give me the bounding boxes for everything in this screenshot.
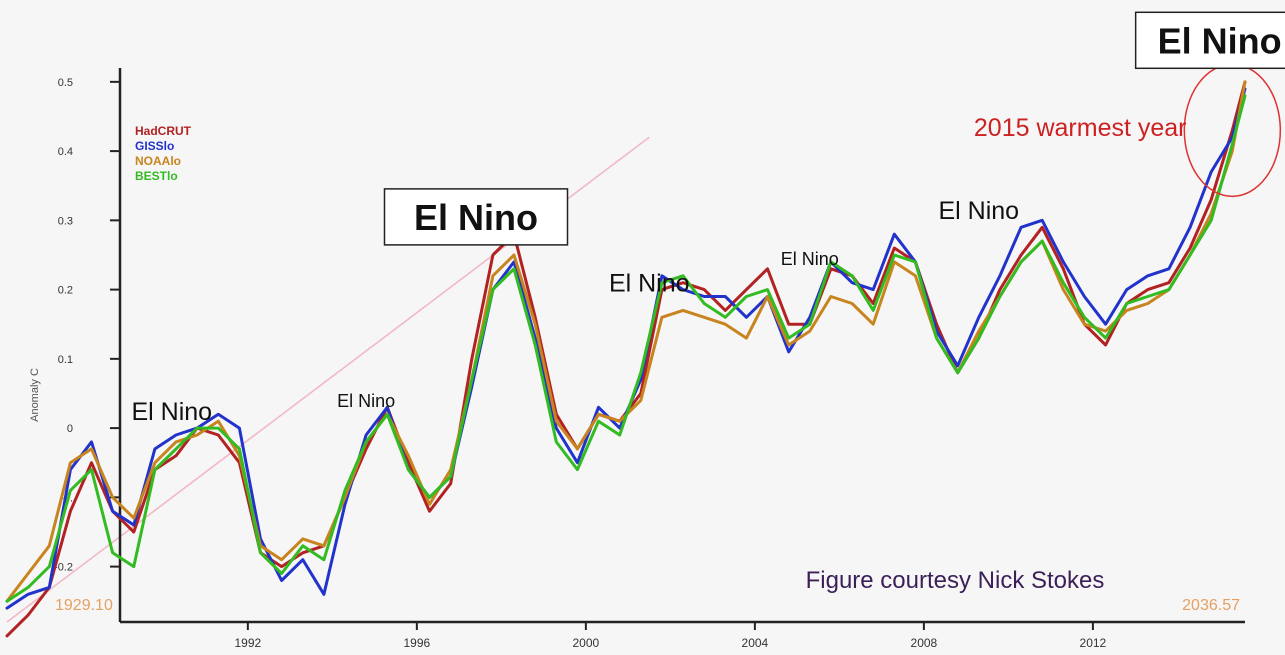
el-nino-label: El Nino	[781, 249, 839, 269]
x-tick-label: 2000	[573, 636, 600, 650]
el-nino-label: El Nino	[131, 398, 212, 426]
legend-item-gisslo: GISSlo	[135, 139, 174, 153]
credit-text: Figure courtesy Nick Stokes	[806, 567, 1105, 594]
series-line-hadcrut	[5, 80, 1247, 638]
legend-item-bestlo: BESTlo	[135, 169, 178, 183]
el-nino-label: El Nino	[337, 391, 395, 411]
y-tick-label: 0.5	[58, 77, 73, 89]
trend-layer: 1929.10 2036.57	[6, 136, 1240, 623]
y-axis-label: Anomaly C	[29, 368, 41, 422]
axes	[118, 68, 1245, 624]
el-nino-label: El Nino	[414, 197, 538, 238]
y-tick-label: 0.4	[58, 146, 73, 158]
series-line-gisslo	[5, 87, 1247, 610]
warmest-year-label: 2015 warmest year	[974, 114, 1187, 142]
x-tick-label: 1992	[234, 636, 261, 650]
trend-start-label: 1929.10	[55, 597, 113, 614]
legend-item-noaalo: NOAAlo	[135, 154, 181, 168]
el-nino-box	[1134, 11, 1285, 70]
el-nino-label: El Nino	[609, 270, 690, 298]
y-tick-label: 0.1	[58, 354, 73, 366]
x-tick-label: 1996	[403, 636, 430, 650]
x-tick-label: 2004	[742, 636, 769, 650]
series-line-bestlo	[5, 94, 1247, 603]
series-line-noaalo	[5, 80, 1247, 603]
x-tick-label: 2012	[1080, 636, 1107, 650]
series-lines	[5, 80, 1247, 638]
el-nino-label: El Nino	[939, 197, 1020, 225]
x-tick-label: 2008	[911, 636, 938, 650]
y-tick-label: 0.3	[58, 215, 73, 227]
el-nino-box	[383, 188, 569, 246]
legend-item-hadcrut: HadCRUT	[135, 124, 192, 138]
el-nino-label: El Nino	[1158, 20, 1282, 61]
y-tick-label: -0.2	[54, 562, 73, 574]
trend-end-label: 2036.57	[1182, 597, 1240, 614]
y-tick-label: 0.2	[58, 285, 73, 297]
annotations: El Nino El Nino El Nino El Nino El Nino El Ni…	[131, 11, 1285, 426]
y-tick-label: 0	[67, 423, 73, 435]
